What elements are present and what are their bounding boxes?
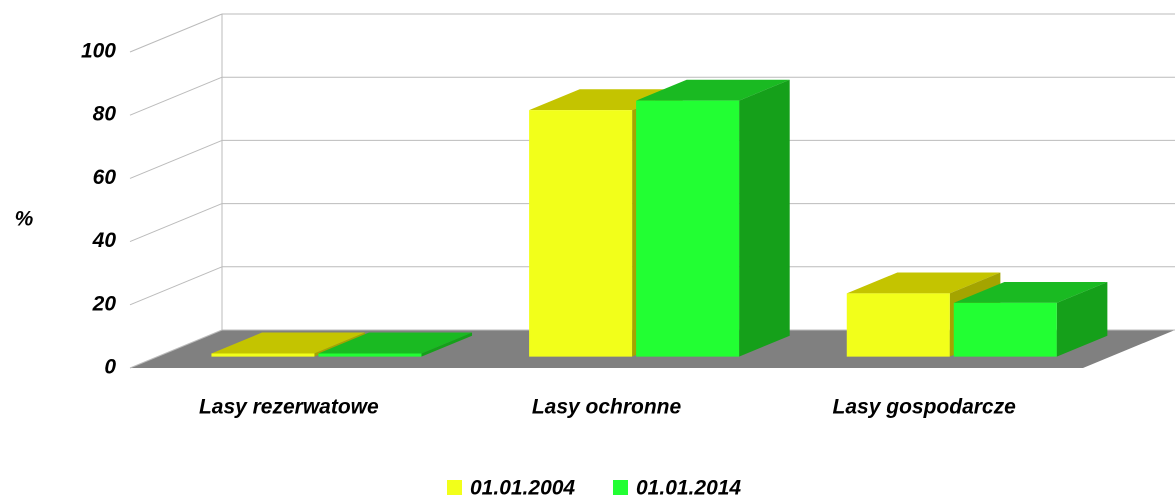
grid-line xyxy=(129,266,223,306)
bar-top xyxy=(636,79,790,101)
bar-top xyxy=(953,281,1108,303)
grid-line xyxy=(129,13,223,53)
y-tick-label: 80 xyxy=(93,103,117,126)
bar-top xyxy=(211,332,366,354)
bar xyxy=(636,79,790,357)
x-tick-label: Lasy ochronne xyxy=(532,396,682,419)
bar-front xyxy=(318,353,422,357)
x-tick-label: Lasy gospodarcze xyxy=(833,396,1017,419)
bar-side xyxy=(1056,281,1108,357)
y-tick-label: 60 xyxy=(93,166,117,189)
y-tick-label: 100 xyxy=(81,40,116,63)
legend-swatch xyxy=(447,480,462,495)
legend-label: 01.01.2014 xyxy=(636,477,741,497)
bar-front xyxy=(953,302,1057,357)
x-tick-label: Lasy rezerwatowe xyxy=(199,396,379,419)
bar-side xyxy=(739,79,790,357)
y-tick-label: 40 xyxy=(92,229,117,252)
bar xyxy=(211,332,366,357)
y-axis-label: % xyxy=(15,208,34,231)
grid-line xyxy=(129,329,223,369)
bar-front xyxy=(211,353,315,357)
bar-top xyxy=(846,272,1001,294)
bar-front xyxy=(529,110,633,357)
grid-line xyxy=(129,203,223,243)
bar xyxy=(953,281,1108,357)
legend-swatch xyxy=(613,480,628,495)
legend-label: 01.01.2004 xyxy=(470,477,575,497)
y-tick-label: 20 xyxy=(92,292,117,315)
grid-line xyxy=(129,139,223,179)
bar-front xyxy=(636,100,740,357)
bar-front xyxy=(846,293,950,357)
bar-top xyxy=(318,332,473,354)
grid-line xyxy=(129,76,223,116)
y-tick-label: 0 xyxy=(104,356,116,379)
bar-side xyxy=(421,332,473,357)
bar xyxy=(318,332,473,357)
